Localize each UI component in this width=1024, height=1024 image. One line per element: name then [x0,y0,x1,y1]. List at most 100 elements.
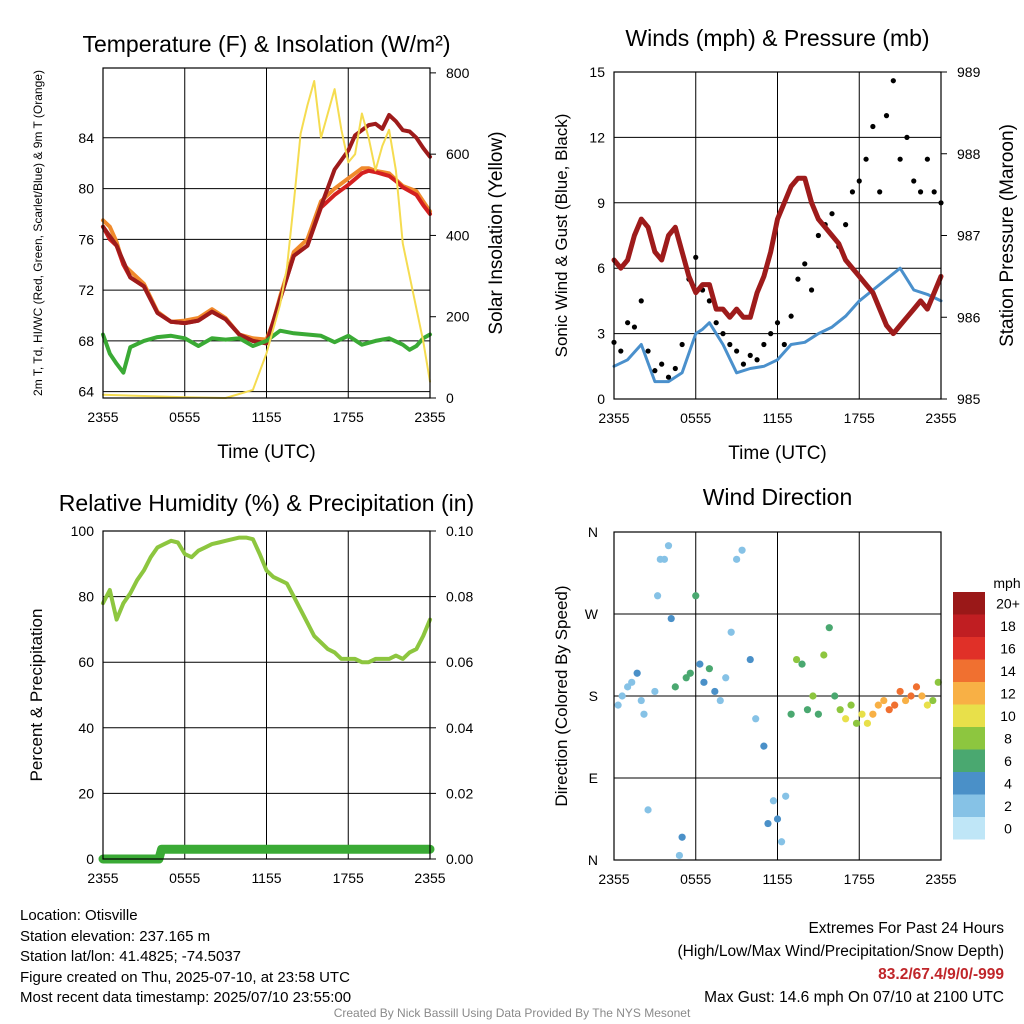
winds-gust-point [679,341,685,348]
direction-point [814,710,822,718]
winds-x-tick-label: 1155 [762,410,792,426]
direction-point [901,696,910,705]
temperature-title: Temperature (F) & Insolation (W/m²) [82,31,450,57]
colorbar-label: 2 [1004,798,1012,814]
direction-point [667,614,675,623]
direction-point [746,655,754,664]
direction-y-tick-label: W [585,606,599,622]
direction-point [711,687,719,696]
extremes-values: 83.2/67.4/9/0/-999 [878,966,1004,983]
temperature-y-tick-label: 68 [78,333,94,349]
direction-point [891,701,899,709]
temperature-y-tick-label: 72 [78,282,94,298]
direction-point [733,555,741,563]
direction-point [700,678,708,686]
humidity-y2-tick-label: 0.10 [446,523,473,539]
direction-point [664,542,673,550]
temperature-y2-tick-label: 0 [446,390,454,406]
direction-point [782,792,790,800]
winds-gust-point [734,348,740,354]
humidity-series-relative-humidity [101,535,432,665]
humidity-x-tick-label: 0555 [169,870,200,886]
direction-point [614,701,622,709]
winds-gust-point [761,341,767,348]
winds-x-axis-label: Time (UTC) [728,443,827,464]
winds-gust-point [788,313,794,319]
extremes-block: Extremes For Past 24 Hours (High/Low/Max… [678,917,1005,1009]
direction-point [752,715,760,723]
winds-gust-point [877,189,883,195]
winds-y-axis-label: Sonic Wind & Gust (Blue, Black) [552,114,571,358]
direction-point [637,696,645,705]
temperature-y-tick-label: 64 [78,384,94,400]
colorbar-swatch [953,637,985,660]
humidity-y-axis-label: Percent & Precipitation [27,609,46,782]
colorbar-swatch [953,817,985,840]
extremes-title: Extremes For Past 24 Hours [808,920,1004,937]
winds-x-tick-label: 2355 [925,410,956,426]
direction-x-tick-label: 1755 [844,871,875,887]
direction-point [660,555,669,563]
winds-gust-point [740,361,747,367]
temperature-y-tick-label: 80 [78,181,94,197]
colorbar-swatch [953,704,985,727]
winds-gust-point [625,320,631,326]
direction-point [777,838,786,846]
colorbar-swatch [953,727,985,750]
winds-gust-point [747,352,753,358]
humidity-y2-tick-label: 0.00 [446,851,473,867]
winds-gust-point [897,156,903,162]
winds-gust-point [768,331,774,337]
direction-point [692,592,700,600]
direction-point [671,683,679,691]
direction-x-tick-label: 2355 [598,871,629,887]
direction-y-axis-label: Direction (Colored By Speed) [552,585,571,806]
winds-y2-tick-label: 989 [957,64,981,80]
direction-x-tick-label: 1155 [762,871,792,887]
max-gust: Max Gust: 14.6 mph On 07/10 at 2100 UTC [704,989,1004,1006]
winds-gust-point [645,348,651,354]
winds-y2-tick-label: 985 [957,391,981,407]
direction-point [880,696,888,705]
colorbar-title: mph [993,575,1020,591]
winds-gust-point [870,123,876,130]
direction-point [760,742,768,750]
winds-gust-point [672,365,678,372]
direction-point [727,628,735,636]
winds-gust-point [795,276,801,282]
humidity-frame [102,530,431,860]
winds-gust-point [618,348,624,354]
colorbar-label: 8 [1004,730,1012,746]
winds-gust-point [904,134,910,140]
winds-gust-point [659,361,665,367]
winds-gust-point [808,287,815,293]
winds-gust-point [727,341,733,348]
direction-point [628,678,636,686]
winds-y-tick-label: 6 [597,260,605,276]
direction-point [618,692,626,700]
direction-point [764,819,772,828]
direction-point [885,706,893,714]
direction-point [923,701,931,709]
winds-series-station-pressure [611,175,944,337]
direction-point [852,719,861,727]
winds-gust-point [693,254,699,260]
direction-point [912,683,921,691]
colorbar-swatch [953,659,985,682]
temperature-x-tick-label: 0555 [169,409,200,425]
colorbar-swatch [953,749,985,772]
temperature-y2-tick-label: 600 [446,146,470,162]
winds-x-tick-label: 2355 [598,410,629,426]
direction-point [820,651,828,659]
colorbar-swatch [953,772,985,795]
colorbar-label: 16 [1000,640,1016,656]
winds-y2-axis-label: Station Pressure (Maroon) [997,124,1018,347]
winds-y-tick-label: 9 [597,195,605,211]
direction-point [769,797,778,805]
direction-point [686,669,694,677]
direction-point [842,715,850,723]
winds-gust-point [665,374,672,380]
direction-point [831,692,839,700]
direction-point [907,692,915,700]
temperature-y-tick-label: 84 [78,130,94,146]
